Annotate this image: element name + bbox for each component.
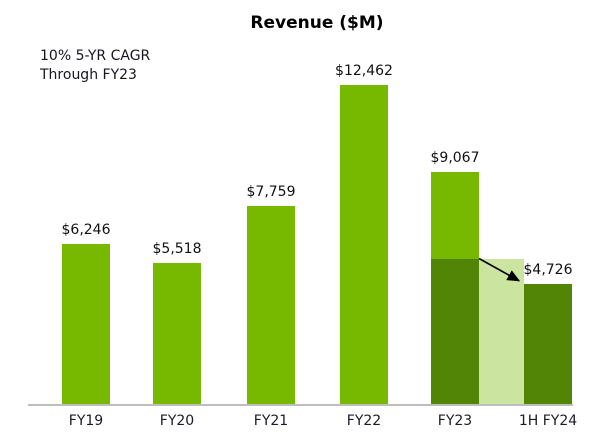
connector-band [479, 258, 524, 405]
bar-1h-fy24 [524, 283, 572, 405]
bar-fy23-first-half-segment [431, 258, 479, 405]
axis-label-fy20: FY20 [159, 413, 195, 429]
cagr-annotation-line1: 10% 5-YR CAGR [40, 48, 151, 64]
axis-label-1h-fy24: 1H FY24 [518, 413, 578, 429]
value-label-fy22: $12,462 [335, 62, 393, 79]
bar-fy21 [247, 205, 295, 405]
axis-label-fy19: FY19 [68, 413, 104, 429]
x-axis-line [28, 404, 573, 406]
cagr-annotation: 10% 5-YR CAGR Through FY23 [40, 47, 150, 85]
axis-label-fy21: FY21 [253, 413, 289, 429]
axis-label-fy23: FY23 [437, 413, 473, 429]
axis-label-fy22: FY22 [346, 413, 382, 429]
bar-fy20 [153, 263, 201, 405]
value-label-fy23: $9,067 [430, 149, 480, 166]
value-label-fy20: $5,518 [152, 241, 202, 258]
chart-title: Revenue ($M) [250, 13, 384, 33]
bar-fy22 [340, 84, 388, 405]
bar-fy19 [62, 244, 110, 405]
value-label-1h-fy24: $4,726 [523, 261, 573, 278]
value-label-fy21: $7,759 [246, 183, 296, 200]
value-label-fy19: $6,246 [61, 222, 111, 239]
cagr-annotation-line2: Through FY23 [40, 67, 137, 83]
